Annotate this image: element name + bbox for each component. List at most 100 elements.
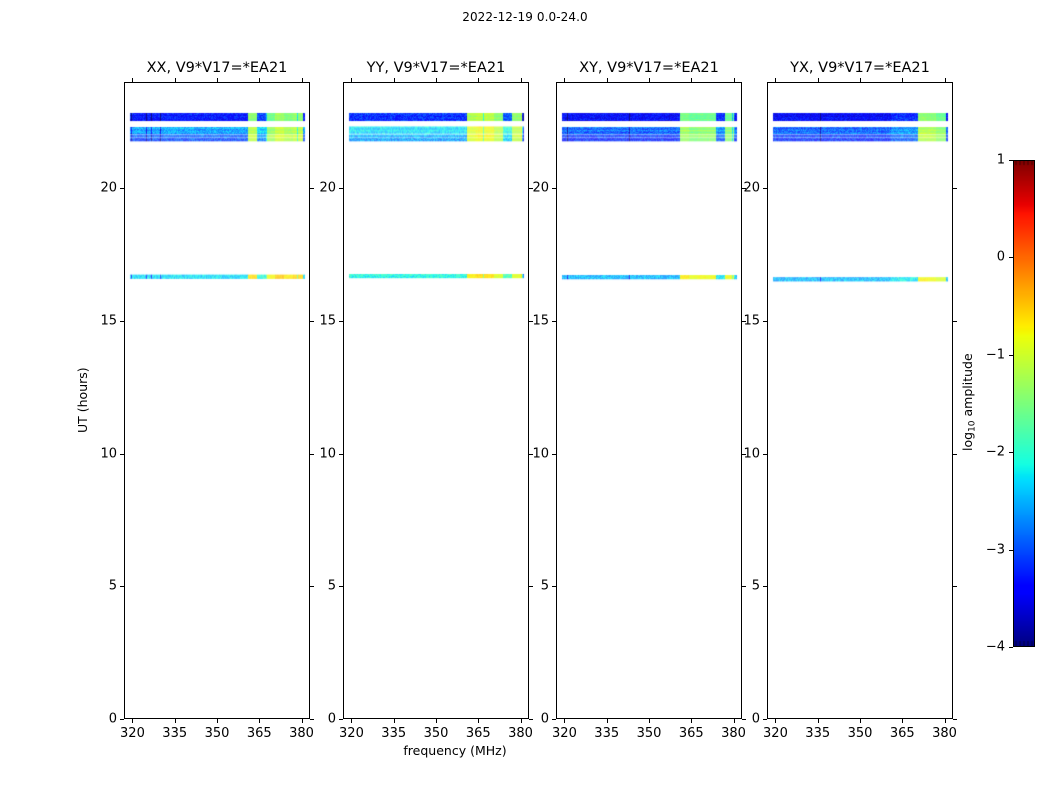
colorbar-tick-2 <box>1009 452 1013 454</box>
x-ticklabel-yx-365: 365 <box>889 726 915 741</box>
y-tick-yx-20 <box>763 188 767 190</box>
x-ticklabel-yy-335: 335 <box>381 726 407 741</box>
y-ticklabel-yx-15: 15 <box>743 313 760 329</box>
y-ticklabel-yy-0: 0 <box>327 711 336 727</box>
x-tick-yx-350 <box>860 719 861 723</box>
x-tick-top-xy-365 <box>691 78 693 82</box>
x-tick-yy-320 <box>351 719 353 723</box>
x-tick-xx-365 <box>259 719 261 723</box>
colorbar-ticklabel-5: 1 <box>996 152 1005 168</box>
colorbar-tick-4 <box>1009 257 1013 259</box>
y-tick-xx-5 <box>120 586 124 588</box>
y-tick-yx-15 <box>763 320 767 322</box>
y-tick-yy-10 <box>339 453 343 455</box>
panel-title-yy: YY, V9*V17=*EA21 <box>366 60 506 76</box>
x-ticklabel-yy-350: 350 <box>423 726 449 741</box>
x-tick-yy-365 <box>478 719 480 723</box>
y-ticklabel-xx-15: 15 <box>100 313 117 329</box>
x-ticklabel-yy-365: 365 <box>465 726 491 741</box>
x-ticklabel-xx-365: 365 <box>246 726 272 741</box>
y-tick-right-xx-15 <box>310 320 314 322</box>
panel-title-xy: XY, V9*V17=*EA21 <box>579 60 719 76</box>
x-tick-top-yx-365 <box>902 78 904 82</box>
x-tick-yx-320 <box>775 719 777 723</box>
x-tick-xy-320 <box>564 719 566 723</box>
x-ticklabel-yx-320: 320 <box>763 726 788 741</box>
y-ticklabel-yx-20: 20 <box>743 180 760 196</box>
axes-frame-xy <box>556 82 742 719</box>
x-ticklabel-xx-320: 320 <box>120 726 145 741</box>
x-tick-xy-365 <box>691 719 693 723</box>
y-tick-xy-20 <box>552 188 556 190</box>
y-tick-xy-0 <box>552 719 556 720</box>
y-ticklabel-xy-0: 0 <box>540 711 549 727</box>
x-tick-top-yx-320 <box>775 78 777 82</box>
x-tick-top-yy-350 <box>436 78 437 82</box>
x-tick-top-yy-380 <box>520 78 522 82</box>
y-tick-yx-10 <box>763 453 767 455</box>
x-tick-yx-380 <box>944 719 946 723</box>
waterfall-image-xy <box>556 82 742 719</box>
x-tick-yx-365 <box>902 719 904 723</box>
y-ticklabel-xy-15: 15 <box>532 313 549 329</box>
y-ticklabel-yy-10: 10 <box>319 446 336 462</box>
x-tick-yx-335 <box>817 719 819 723</box>
y-tick-right-yy-20 <box>529 188 533 190</box>
x-tick-top-yy-335 <box>393 78 395 82</box>
x-ticklabel-xx-380: 380 <box>289 726 314 741</box>
panel-xx: XX, V9*V17=*EA21 <box>124 60 310 719</box>
y-tick-right-yx-10 <box>953 453 957 455</box>
x-tick-xx-320 <box>132 719 134 723</box>
colorbar-tick-3 <box>1009 354 1013 356</box>
y-ticklabel-xy-10: 10 <box>532 446 549 462</box>
x-ticklabel-xy-365: 365 <box>678 726 704 741</box>
y-ticklabel-yx-5: 5 <box>751 578 760 594</box>
x-tick-xy-380 <box>733 719 735 723</box>
y-ticklabel-xx-10: 10 <box>100 446 117 462</box>
y-tick-right-yx-5 <box>953 586 957 588</box>
x-tick-yy-335 <box>393 719 395 723</box>
colorbar-tick-1 <box>1009 549 1013 551</box>
y-tick-right-yy-15 <box>529 320 533 322</box>
colorbar-frame <box>1013 160 1035 647</box>
y-tick-right-xy-10 <box>742 453 746 455</box>
x-ticklabel-xy-350: 350 <box>636 726 662 741</box>
x-tick-yy-350 <box>436 719 437 723</box>
y-tick-right-xy-20 <box>742 188 746 190</box>
y-tick-right-xy-0 <box>742 719 746 720</box>
y-tick-right-yx-15 <box>953 320 957 322</box>
y-tick-right-yy-0 <box>529 719 533 720</box>
x-ticklabel-xy-380: 380 <box>721 726 746 741</box>
y-tick-yy-5 <box>339 586 343 588</box>
x-axis-label: frequency (MHz) <box>403 743 507 758</box>
x-tick-yy-380 <box>520 719 522 723</box>
colorbar-ticklabel-3: −1 <box>985 347 1005 363</box>
x-tick-xx-350 <box>217 719 218 723</box>
colorbar-gradient <box>1013 160 1035 647</box>
y-tick-yy-0 <box>339 719 343 720</box>
x-ticklabel-yx-350: 350 <box>847 726 873 741</box>
x-tick-top-yy-365 <box>478 78 480 82</box>
x-ticklabel-xx-335: 335 <box>162 726 188 741</box>
x-tick-top-yx-350 <box>860 78 861 82</box>
panel-xy: XY, V9*V17=*EA21 <box>556 60 742 719</box>
y-ticklabel-xx-0: 0 <box>108 711 117 727</box>
x-tick-top-xx-320 <box>132 78 134 82</box>
x-tick-xy-350 <box>649 719 650 723</box>
y-tick-right-xx-10 <box>310 453 314 455</box>
x-tick-top-yx-335 <box>817 78 819 82</box>
y-tick-xx-15 <box>120 320 124 322</box>
y-tick-xx-20 <box>120 188 124 190</box>
axes-frame-xx <box>124 82 310 719</box>
x-ticklabel-xy-320: 320 <box>552 726 577 741</box>
axes-frame-yy <box>343 82 529 719</box>
x-tick-top-xy-350 <box>649 78 650 82</box>
y-tick-yy-15 <box>339 320 343 322</box>
y-tick-right-xx-5 <box>310 586 314 588</box>
colorbar-ticklabel-2: −2 <box>985 444 1005 460</box>
colorbar-label-suffix: amplitude <box>960 352 975 420</box>
waterfall-image-yy <box>343 82 529 719</box>
y-tick-yx-0 <box>763 719 767 720</box>
y-tick-xx-10 <box>120 453 124 455</box>
